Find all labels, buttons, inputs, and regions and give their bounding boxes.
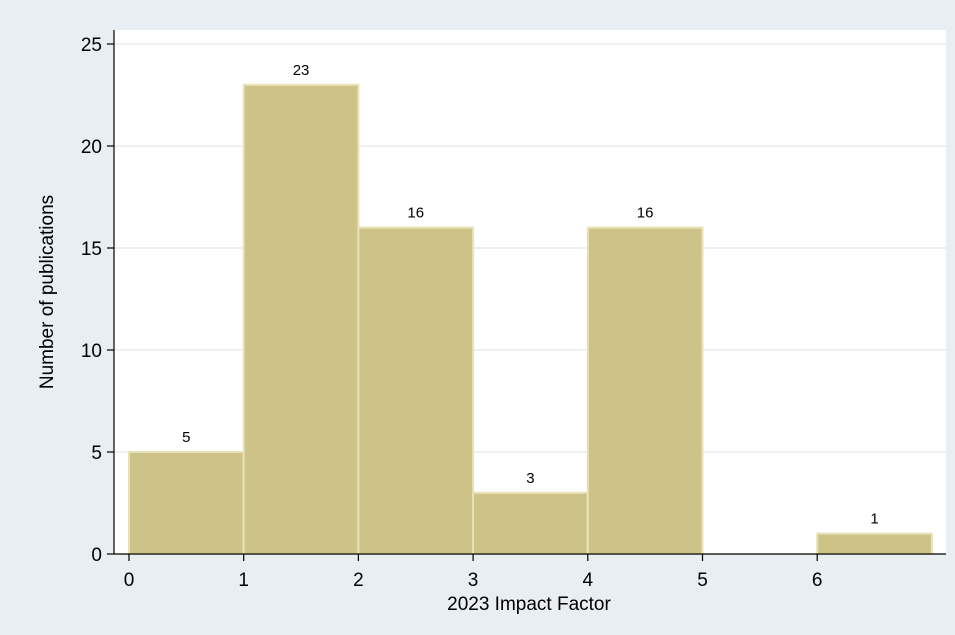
bar-value-label: 23 (293, 62, 310, 79)
bar-value-label: 16 (637, 205, 654, 222)
y-tick-label: 10 (81, 341, 102, 362)
bar-value-label: 16 (407, 205, 424, 222)
bar-4-5 (586, 226, 704, 555)
bar-value-label: 5 (182, 429, 190, 446)
x-tick-label: 5 (697, 570, 708, 591)
x-tick-label: 3 (468, 570, 479, 591)
y-tick-label: 25 (81, 35, 102, 56)
bar-2-3 (357, 226, 475, 555)
x-tick-label: 4 (583, 570, 594, 591)
y-tick-label: 5 (91, 443, 102, 464)
x-tick-label: 2 (353, 570, 364, 591)
bar-1-2 (242, 83, 360, 556)
y-tick-label: 15 (81, 239, 102, 260)
x-axis-title: 2023 Impact Factor (447, 594, 611, 615)
y-tick-label: 20 (81, 137, 102, 158)
x-tick-label: 6 (812, 570, 823, 591)
bar-0-1 (128, 451, 245, 555)
y-tick-label: 0 (91, 545, 102, 566)
bar-labels: 5 23 16 3 16 1 (182, 62, 879, 528)
bar-value-label: 3 (526, 470, 534, 487)
x-tick-label: 0 (124, 570, 135, 591)
bar-value-label: 1 (870, 511, 878, 528)
bars (128, 83, 933, 556)
x-tick-label: 1 (238, 570, 249, 591)
axes (107, 30, 946, 561)
bar-6-7 (816, 532, 933, 555)
bar-3-4 (472, 491, 589, 555)
y-axis-title: Number of publications (37, 195, 58, 389)
